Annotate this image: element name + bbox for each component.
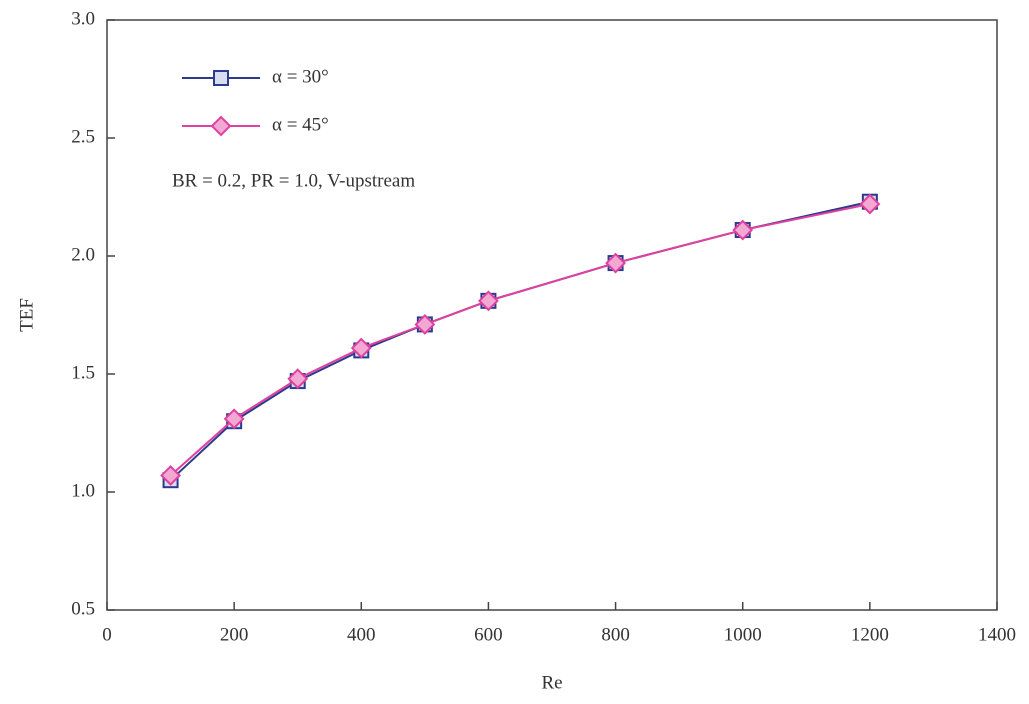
- marker: [350, 337, 372, 359]
- marker: [732, 219, 754, 241]
- y-tick-label: 2.5: [71, 126, 95, 147]
- marker: [605, 252, 626, 274]
- x-tick-label: 800: [601, 624, 630, 645]
- x-tick-label: 1000: [724, 624, 762, 645]
- series-line: [169, 203, 871, 477]
- plot-frame: [106, 19, 998, 611]
- y-tick-label: 1.0: [71, 480, 95, 501]
- x-tick-label: 0: [102, 624, 112, 645]
- legend-label: α = 30°: [272, 66, 329, 87]
- marker: [859, 193, 881, 215]
- y-tick-label: 2.0: [71, 244, 95, 265]
- x-tick-label: 400: [347, 624, 376, 645]
- series-line: [169, 200, 871, 481]
- marker: [478, 290, 499, 312]
- x-tick-label: 1200: [851, 624, 889, 645]
- marker: [287, 368, 309, 390]
- legend-marker: [213, 70, 229, 86]
- x-tick-label: 1400: [978, 624, 1016, 645]
- annotation: BR = 0.2, PR = 1.0, V-upstream: [172, 170, 415, 191]
- x-tick-label: 600: [474, 624, 503, 645]
- y-tick-label: 3.0: [71, 8, 95, 29]
- y-axis-label: TEF: [16, 298, 37, 332]
- marker: [223, 408, 245, 430]
- legend-marker: [210, 115, 232, 137]
- legend-label: α = 45°: [272, 114, 329, 135]
- y-tick-label: 0.5: [71, 598, 95, 619]
- y-tick-label: 1.5: [71, 362, 95, 383]
- x-tick-label: 200: [220, 624, 249, 645]
- marker: [414, 314, 436, 335]
- marker: [160, 465, 181, 486]
- x-axis-label: Re: [541, 672, 562, 693]
